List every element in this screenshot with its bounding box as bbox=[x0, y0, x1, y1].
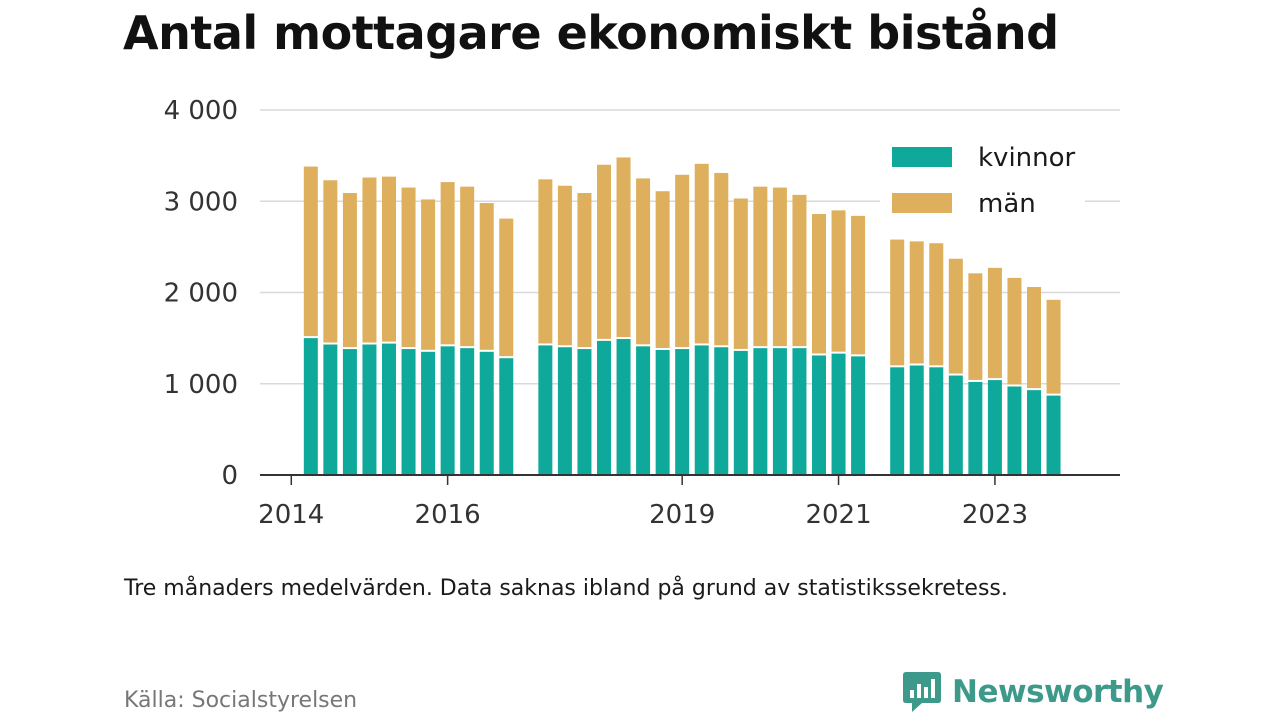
legend-label: kvinnor bbox=[978, 143, 1076, 173]
bar-man bbox=[479, 203, 494, 350]
x-tick-label: 2023 bbox=[962, 500, 1028, 530]
bar-man bbox=[460, 186, 475, 347]
bar-man bbox=[929, 243, 944, 366]
bar-kvinnor bbox=[401, 349, 416, 475]
x-tick-label: 2014 bbox=[258, 500, 324, 530]
source-text: Källa: Socialstyrelsen bbox=[124, 688, 358, 713]
newsworthy-logo-icon bbox=[903, 672, 941, 712]
bar-kvinnor bbox=[694, 345, 709, 475]
bar-kvinnor bbox=[772, 348, 787, 475]
legend: kvinnor män bbox=[880, 138, 1085, 230]
bar-man bbox=[1007, 277, 1022, 385]
bar-man bbox=[753, 186, 768, 347]
x-tick-label: 2016 bbox=[415, 500, 481, 530]
bar-man bbox=[440, 182, 455, 345]
bar-man bbox=[499, 218, 514, 357]
bar-kvinnor bbox=[557, 347, 572, 475]
axes: 0 1 000 2 000 3 000 4 000 2014 2016 2019 2021 202… bbox=[164, 96, 1120, 530]
bar-man bbox=[792, 194, 807, 347]
bar-man bbox=[382, 176, 396, 342]
legend-swatch bbox=[892, 193, 952, 213]
bar-kvinnor bbox=[929, 367, 944, 475]
bar-kvinnor bbox=[987, 380, 1002, 475]
bar-man bbox=[890, 239, 905, 366]
bar-man bbox=[303, 166, 318, 337]
bar-kvinnor bbox=[499, 358, 514, 475]
bar-man bbox=[733, 198, 748, 349]
bar-kvinnor bbox=[890, 367, 905, 475]
bar-kvinnor bbox=[675, 349, 690, 475]
bar-kvinnor bbox=[1007, 386, 1022, 475]
bar-man bbox=[401, 187, 416, 348]
bar-man bbox=[538, 179, 553, 344]
bar-kvinnor bbox=[636, 346, 651, 475]
bar-kvinnor bbox=[323, 344, 338, 475]
bar-man bbox=[851, 215, 866, 355]
bar-kvinnor bbox=[342, 349, 357, 475]
bar-kvinnor bbox=[968, 381, 983, 475]
bar-man bbox=[694, 163, 709, 344]
bar-kvinnor bbox=[733, 350, 748, 475]
bar-man bbox=[597, 164, 611, 339]
newsworthy-logo: Newsworthy bbox=[902, 670, 1164, 714]
bar-kvinnor bbox=[714, 347, 729, 475]
bar-man bbox=[577, 193, 592, 348]
bar-kvinnor bbox=[831, 353, 846, 475]
bar-man bbox=[655, 191, 670, 348]
y-tick-label: 2 000 bbox=[164, 279, 238, 309]
bar-man bbox=[1027, 287, 1041, 389]
bar-man bbox=[714, 172, 729, 346]
bar-man bbox=[557, 185, 572, 346]
bar-kvinnor bbox=[479, 351, 494, 475]
bar-kvinnor bbox=[362, 344, 377, 475]
x-tick-label: 2021 bbox=[805, 500, 871, 530]
y-tick-label: 4 000 bbox=[164, 96, 238, 126]
bar-kvinnor bbox=[440, 346, 455, 475]
bar-man bbox=[948, 258, 963, 374]
bar-man bbox=[968, 273, 983, 380]
bar-kvinnor bbox=[948, 375, 963, 475]
bar-man bbox=[342, 193, 357, 348]
y-tick-label: 1 000 bbox=[164, 370, 238, 400]
bar-kvinnor bbox=[382, 343, 396, 475]
bar-man bbox=[616, 157, 631, 338]
bar-man bbox=[323, 180, 338, 343]
chart-note: Tre månaders medelvärden. Data saknas ib… bbox=[124, 576, 1008, 601]
bar-kvinnor bbox=[421, 351, 436, 475]
bar-man bbox=[812, 214, 826, 354]
y-tick-label: 0 bbox=[221, 461, 238, 491]
bar-kvinnor bbox=[577, 349, 592, 475]
bar-kvinnor bbox=[812, 355, 826, 475]
bar-kvinnor bbox=[753, 348, 768, 475]
bar-man bbox=[987, 267, 1002, 379]
legend-label: män bbox=[978, 189, 1036, 219]
bar-kvinnor bbox=[1046, 395, 1061, 475]
bar-kvinnor bbox=[655, 349, 670, 475]
bar-man bbox=[421, 199, 436, 350]
bar-kvinnor bbox=[460, 348, 475, 475]
bar-man bbox=[362, 177, 377, 343]
x-tick-label: 2019 bbox=[649, 500, 715, 530]
brand-name: Newsworthy bbox=[952, 674, 1164, 710]
y-tick-label: 3 000 bbox=[164, 187, 238, 217]
bars bbox=[303, 157, 1061, 475]
bar-kvinnor bbox=[597, 340, 611, 475]
bar-kvinnor bbox=[909, 365, 924, 475]
bar-kvinnor bbox=[1027, 390, 1041, 475]
bar-man bbox=[1046, 299, 1061, 394]
bar-man bbox=[772, 187, 787, 347]
bar-man bbox=[636, 178, 651, 345]
bar-kvinnor bbox=[538, 345, 553, 475]
bar-man bbox=[831, 210, 846, 352]
legend-swatch bbox=[892, 147, 952, 167]
bar-kvinnor bbox=[616, 339, 631, 475]
bar-kvinnor bbox=[303, 338, 318, 475]
bar-kvinnor bbox=[851, 356, 866, 475]
bar-man bbox=[909, 241, 924, 364]
bar-man bbox=[675, 174, 690, 348]
bar-kvinnor bbox=[792, 348, 807, 475]
chart-title: Antal mottagare ekonomiskt bistånd bbox=[123, 6, 1059, 60]
